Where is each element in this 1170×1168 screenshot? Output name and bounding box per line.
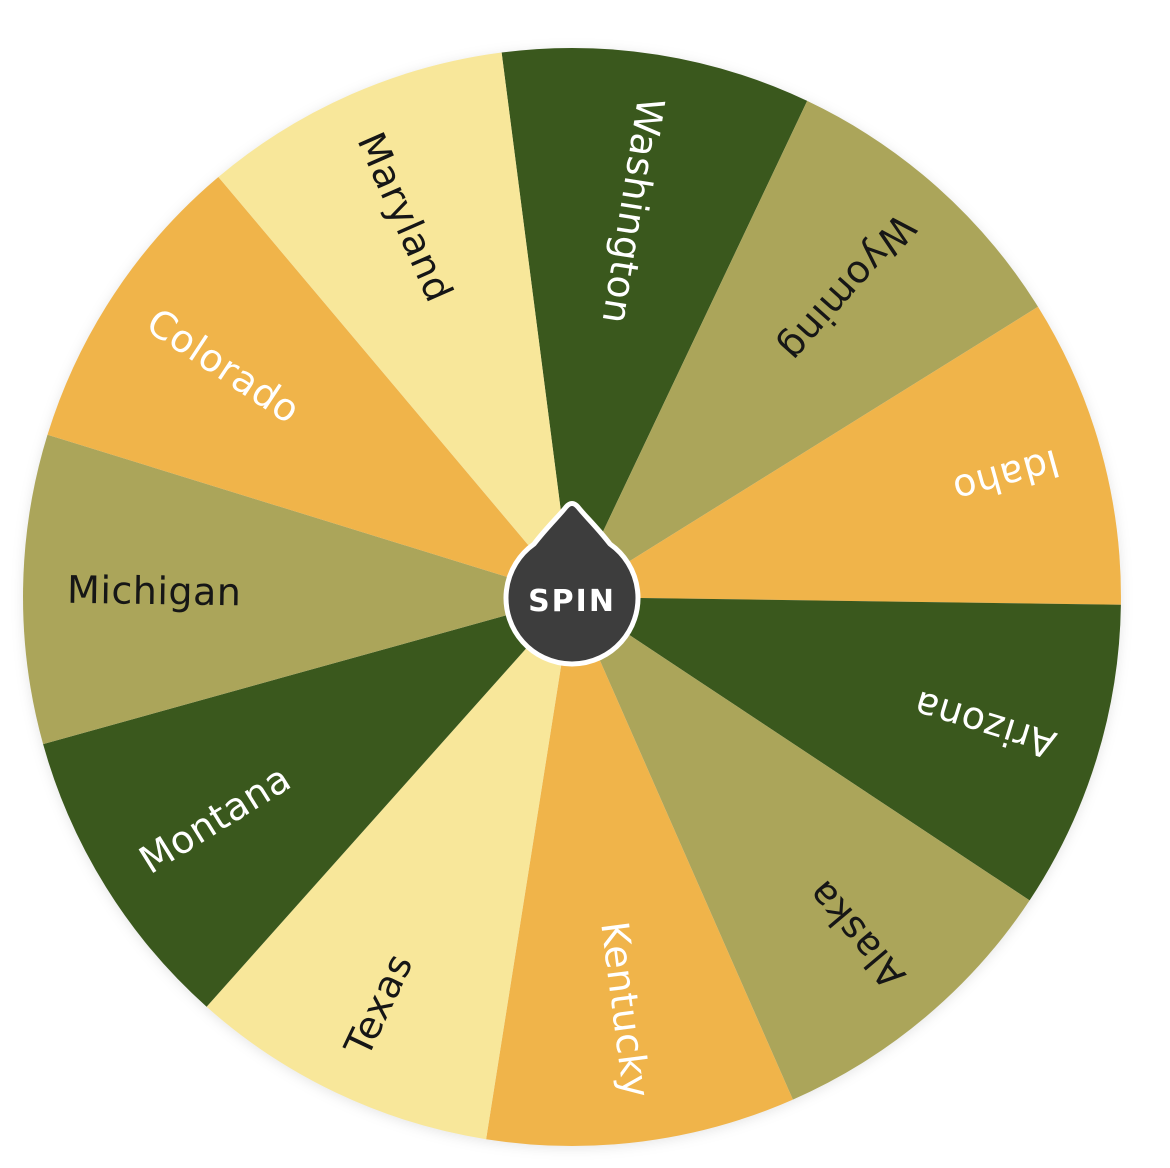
- wheel-segment-wyoming: Wyoming: [572, 100, 1038, 598]
- wheel-segment-texas: Texas: [206, 597, 572, 1140]
- wheel-segment-slice[interactable]: [206, 597, 572, 1140]
- wheel-segment-alaska: Alaska: [572, 597, 1030, 1100]
- wheel-segment-slice[interactable]: [572, 100, 1038, 598]
- wheel-segment-slice[interactable]: [572, 597, 1030, 1100]
- wheel-segment-slice[interactable]: [501, 47, 808, 597]
- wheel-segment-maryland: Maryland: [218, 52, 572, 598]
- wheel-segment-slice[interactable]: [43, 597, 573, 1007]
- wheel-segment-montana: Montana: [43, 597, 573, 1007]
- wheel-segment-washington: Washington: [501, 47, 808, 597]
- wheel-segment-slice[interactable]: [47, 177, 573, 597]
- wheel-segment-colorado: Colorado: [47, 177, 573, 597]
- wheel-segment-arizona: Arizona: [572, 597, 1121, 901]
- segment-label: Michigan: [67, 568, 242, 614]
- wheel-segment-slice[interactable]: [572, 306, 1121, 605]
- spin-button-label: SPIN: [528, 584, 616, 619]
- spin-button[interactable]: SPIN: [503, 501, 641, 667]
- wheel-segment-slice[interactable]: [218, 52, 572, 598]
- wheel-segment-michigan: Michigan: [23, 434, 573, 745]
- wheel-segment-slice[interactable]: [572, 597, 1121, 901]
- wheel-segment-kentucky: Kentucky: [486, 597, 793, 1146]
- spin-pointer-icon: [503, 501, 641, 667]
- wheel-segments: Washington WyomingIdahoArizonaAlaskaKentu…: [23, 47, 1121, 1146]
- wheel-segment-slice[interactable]: [486, 597, 793, 1146]
- wheel-segment-slice[interactable]: [23, 434, 573, 745]
- wheel-segment-idaho: Idaho: [572, 306, 1121, 605]
- wheel[interactable]: Washington WyomingIdahoArizonaAlaskaKentu…: [23, 47, 1121, 1146]
